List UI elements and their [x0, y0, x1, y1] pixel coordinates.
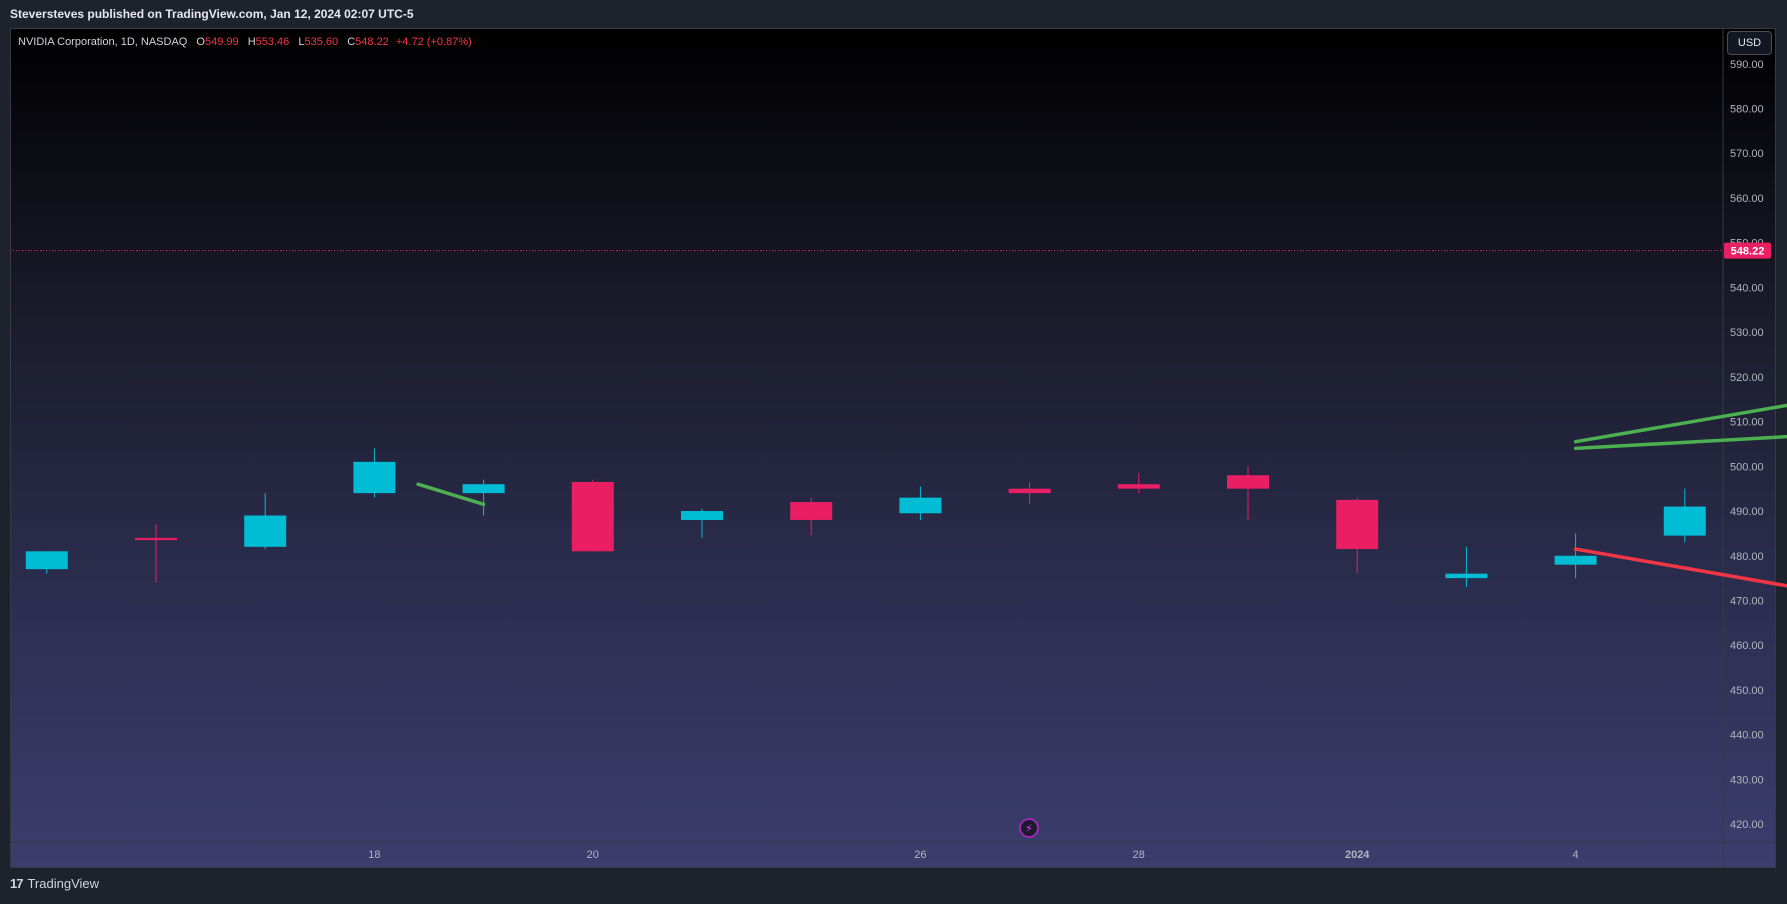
- y-tick-label: 510.00: [1730, 417, 1764, 429]
- publish-info: Steversteves published on TradingView.co…: [10, 7, 414, 21]
- lightning-icon[interactable]: ⚡: [1019, 818, 1039, 838]
- tradingview-logo-icon: 17: [10, 876, 24, 891]
- y-tick-label: 470.00: [1730, 595, 1764, 607]
- y-tick-label: 430.00: [1730, 774, 1764, 786]
- green-trendline: [416, 482, 486, 507]
- change-value: +4.72 (+0.87%): [395, 36, 472, 48]
- chart-area[interactable]: [10, 28, 1776, 868]
- high-value: 553.46: [255, 36, 290, 48]
- candle-up[interactable]: [1445, 573, 1488, 579]
- y-tick-label: 540.00: [1730, 282, 1764, 294]
- candle-up[interactable]: [462, 484, 505, 494]
- candle-up[interactable]: [244, 515, 287, 547]
- x-tick-label: 2024: [1345, 849, 1370, 861]
- y-tick-label: 420.00: [1730, 819, 1764, 831]
- x-tick-label: 20: [587, 849, 599, 861]
- candle-down[interactable]: [135, 537, 177, 541]
- candle-up[interactable]: [1773, 368, 1787, 489]
- current-price-badge: [1724, 242, 1771, 259]
- high-label: H: [247, 36, 256, 48]
- currency-button[interactable]: USD: [1727, 31, 1772, 55]
- candle-down[interactable]: [790, 502, 833, 520]
- symbol-name: NVIDIA Corporation, 1D, NASDAQ: [18, 36, 188, 48]
- candle-up[interactable]: [899, 497, 942, 514]
- green-trendline: [1573, 434, 1787, 451]
- red-trendline: [1573, 547, 1787, 588]
- y-tick-label: 590.00: [1730, 59, 1764, 71]
- y-tick-label: 560.00: [1730, 193, 1764, 205]
- y-tick-label: 480.00: [1730, 551, 1764, 563]
- y-tick-label: 450.00: [1730, 685, 1764, 697]
- candle-up[interactable]: [1663, 506, 1706, 536]
- y-tick-label: 490.00: [1730, 506, 1764, 518]
- tradingview-brand: TradingView: [27, 876, 100, 891]
- candle-down[interactable]: [1336, 499, 1379, 550]
- close-label: C: [347, 36, 356, 48]
- close-value: 548.22: [355, 36, 389, 48]
- green-trendline: [1573, 403, 1787, 444]
- candle-down[interactable]: [1227, 475, 1269, 489]
- open-value: 549.99: [204, 36, 239, 48]
- y-tick-label: 520.00: [1730, 372, 1764, 384]
- publish-header: Steversteves published on TradingView.co…: [0, 0, 1787, 28]
- candle-up[interactable]: [25, 551, 68, 570]
- x-tick-label: 26: [914, 849, 926, 861]
- y-tick-label: 440.00: [1730, 730, 1764, 742]
- current-price-label: 548.22: [1731, 246, 1765, 258]
- x-tick-label: 28: [1133, 849, 1145, 861]
- y-tick-label: 570.00: [1730, 148, 1764, 160]
- y-tick-label: 530.00: [1730, 327, 1764, 339]
- candle-down[interactable]: [1008, 488, 1051, 494]
- candle-down[interactable]: [1117, 484, 1160, 489]
- low-label: L: [298, 36, 305, 48]
- x-tick-label: 4: [1573, 849, 1579, 861]
- candle-up[interactable]: [681, 511, 723, 520]
- candle-up[interactable]: [1554, 555, 1597, 565]
- candle-down[interactable]: [571, 481, 614, 552]
- y-tick-label: 500.00: [1730, 461, 1764, 473]
- footer-branding: 17 TradingView: [10, 876, 99, 891]
- low-value: 535.60: [304, 36, 339, 48]
- y-tick-label: 580.00: [1730, 104, 1764, 116]
- symbol-legend: NVIDIA Corporation, 1D, NASDAQ O549.99 H…: [18, 36, 472, 48]
- candle-up[interactable]: [353, 461, 396, 494]
- y-tick-label: 460.00: [1730, 640, 1764, 652]
- x-tick-label: 18: [368, 849, 380, 861]
- open-label: O: [196, 36, 205, 48]
- candles-group: [25, 368, 1787, 588]
